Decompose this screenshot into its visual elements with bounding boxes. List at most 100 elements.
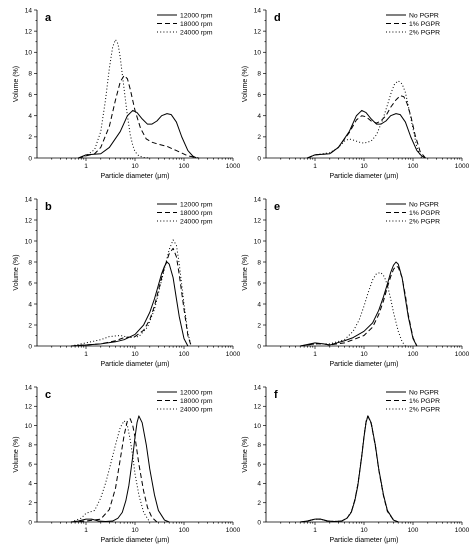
y-tick-label: 8 [257, 442, 261, 449]
y-tick-label: 6 [28, 461, 32, 468]
legend-label: 1% PGPR [409, 21, 440, 28]
series-line-no-pgpr [300, 415, 399, 523]
series-line-12000-rpm [71, 415, 170, 523]
legend-label: 18000 rpm [180, 398, 213, 405]
panel-label: d [274, 12, 281, 24]
panel-label: f [274, 389, 278, 401]
y-tick-label: 12 [254, 217, 262, 224]
y-axis-title: Volume (%) [13, 436, 20, 472]
x-tick-label: 10 [131, 163, 139, 170]
y-tick-label: 14 [25, 384, 33, 391]
y-axis-title: Volume (%) [242, 436, 249, 472]
panel-label: a [45, 12, 52, 24]
legend-label: 2% PGPR [409, 29, 440, 36]
y-tick-label: 0 [28, 155, 32, 162]
x-tick-label: 1 [84, 527, 88, 534]
y-tick-label: 8 [28, 442, 32, 449]
x-tick-label: 10 [360, 163, 368, 170]
x-tick-label: 10 [360, 351, 368, 358]
x-tick-label: 10 [131, 351, 139, 358]
x-axis-title: Particle diameter (μm) [101, 537, 170, 544]
legend-label: 12000 rpm [180, 12, 213, 19]
series-line-18000-rpm [71, 247, 192, 347]
y-tick-label: 0 [257, 155, 261, 162]
y-tick-label: 6 [257, 461, 261, 468]
y-tick-label: 12 [254, 28, 262, 35]
y-tick-label: 14 [254, 196, 262, 203]
legend-label: 2% PGPR [409, 218, 440, 225]
panel-e: 0 2 4 6 8 10 12 14 1 10 100 1000 Particle diameter (… [242, 196, 470, 368]
y-tick-label: 10 [254, 423, 262, 430]
y-tick-label: 0 [257, 343, 261, 350]
panel-d: 0 2 4 6 8 10 12 14 1 10 100 1000 Particle diameter (… [242, 7, 470, 180]
y-axis-title: Volume (%) [13, 66, 20, 102]
legend-label: 24000 rpm [180, 218, 213, 225]
y-axis-title: Volume (%) [13, 254, 20, 290]
x-tick-label: 100 [179, 351, 190, 358]
y-tick-label: 2 [28, 134, 32, 141]
x-axis-title: Particle diameter (μm) [330, 173, 399, 180]
x-axis-title: Particle diameter (μm) [101, 361, 170, 368]
legend-label: 24000 rpm [180, 406, 213, 413]
legend-label: No PGPR [409, 389, 439, 396]
panel-a: 0 2 4 6 8 10 12 14 1 10 100 1000 Particle diameter (… [13, 7, 241, 180]
y-tick-label: 4 [257, 301, 261, 308]
x-tick-label: 1000 [226, 527, 241, 534]
series-line-24000-rpm [71, 420, 151, 523]
legend-label: No PGPR [409, 12, 439, 19]
legend-label: 24000 rpm [180, 29, 213, 36]
series-line-2-pgpr [300, 272, 406, 347]
panel-label: b [45, 201, 52, 213]
y-tick-label: 0 [28, 343, 32, 350]
panel-f: 0 2 4 6 8 10 12 14 1 10 100 1000 Particle diameter (… [242, 384, 470, 544]
y-tick-label: 0 [28, 519, 32, 526]
y-tick-label: 8 [257, 71, 261, 78]
y-tick-label: 4 [28, 481, 32, 488]
y-tick-label: 6 [257, 280, 261, 287]
x-tick-label: 1 [313, 527, 317, 534]
x-tick-label: 1000 [226, 351, 241, 358]
x-tick-label: 100 [408, 163, 419, 170]
series-line-1-pgpr [300, 265, 418, 347]
x-tick-label: 1000 [455, 527, 470, 534]
series-line-24000-rpm [71, 239, 192, 347]
legend-label: 18000 rpm [180, 210, 213, 217]
x-tick-label: 100 [408, 351, 419, 358]
x-tick-label: 1 [84, 163, 88, 170]
y-tick-label: 8 [257, 259, 261, 266]
y-tick-label: 4 [257, 113, 261, 120]
x-axis-title: Particle diameter (μm) [101, 173, 170, 180]
series-line-2-pgpr [300, 415, 399, 523]
series-line-no-pgpr [307, 109, 426, 159]
y-tick-label: 12 [25, 217, 33, 224]
y-tick-label: 10 [25, 423, 33, 430]
x-tick-label: 1 [313, 163, 317, 170]
y-tick-label: 6 [28, 280, 32, 287]
x-tick-label: 1000 [455, 351, 470, 358]
series-line-1-pgpr [307, 95, 426, 159]
y-tick-label: 4 [28, 301, 32, 308]
y-tick-label: 10 [254, 238, 262, 245]
x-tick-label: 100 [408, 527, 419, 534]
series-line-2-pgpr [307, 80, 423, 159]
x-axis-title: Particle diameter (μm) [330, 537, 399, 544]
legend-label: 2% PGPR [409, 406, 440, 413]
y-tick-label: 12 [25, 404, 33, 411]
y-tick-label: 14 [254, 7, 262, 14]
x-tick-label: 1 [313, 351, 317, 358]
legend-label: 1% PGPR [409, 210, 440, 217]
panel-b: 0 2 4 6 8 10 12 14 1 10 100 1000 Particle diameter (… [13, 196, 241, 368]
x-tick-label: 100 [179, 527, 190, 534]
y-tick-label: 14 [254, 384, 262, 391]
y-tick-label: 2 [257, 322, 261, 329]
y-tick-label: 2 [257, 500, 261, 507]
series-line-no-pgpr [300, 261, 418, 347]
y-tick-label: 2 [28, 322, 32, 329]
y-tick-label: 10 [25, 50, 33, 57]
